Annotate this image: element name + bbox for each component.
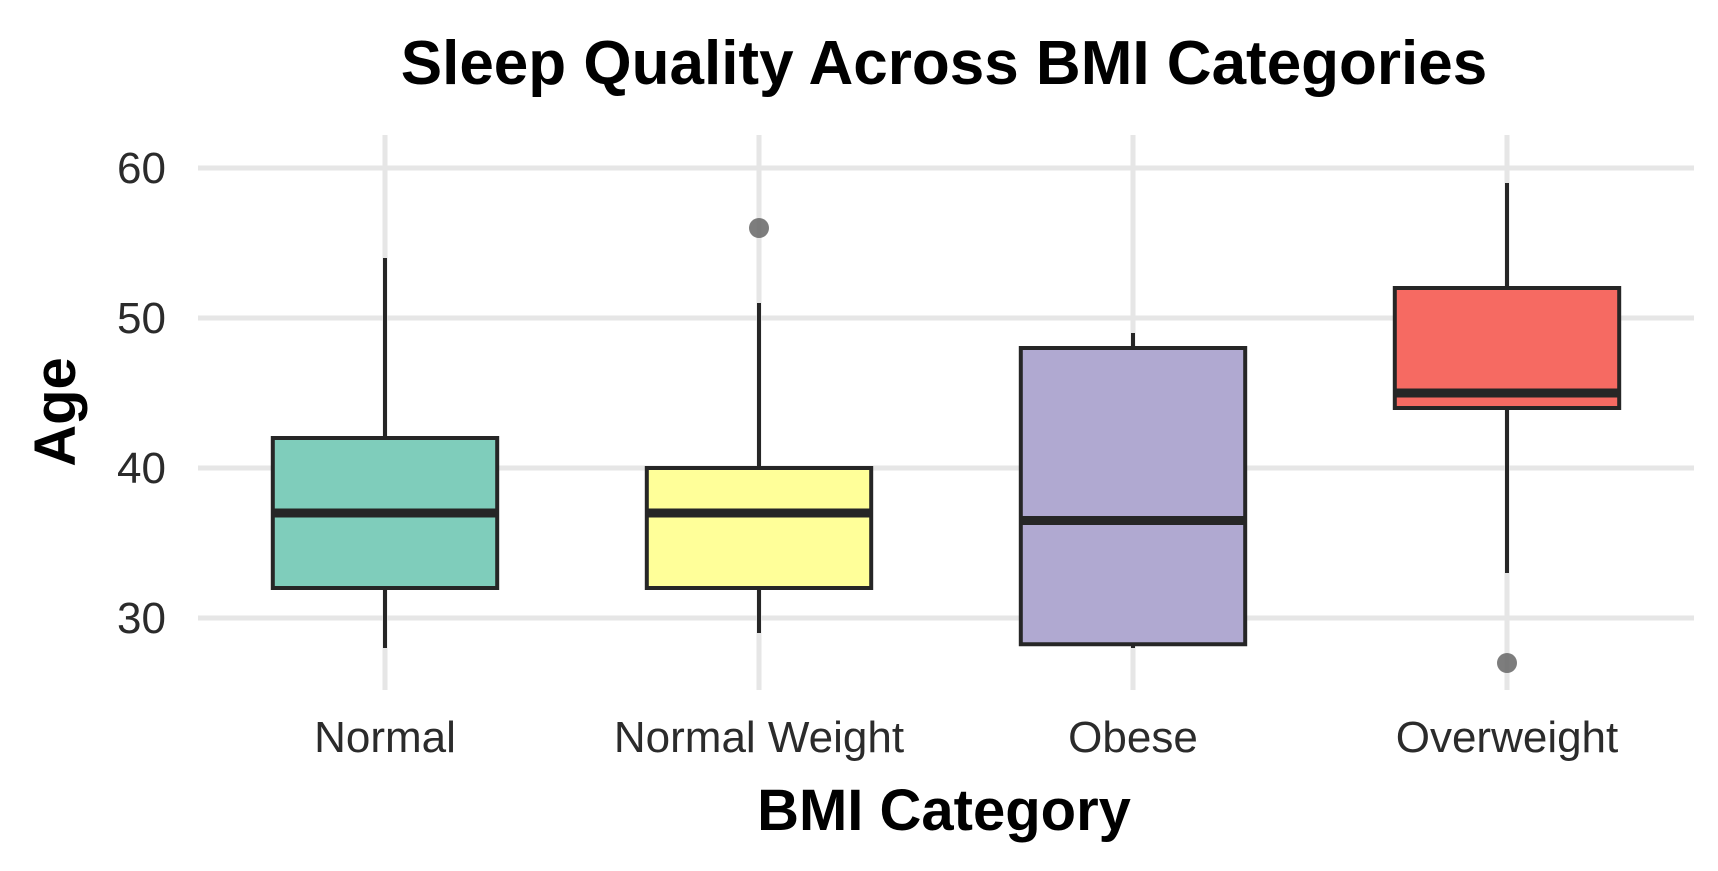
box-overweight [1392, 183, 1622, 673]
boxes [270, 183, 1622, 673]
box-body [1018, 346, 1248, 647]
x-tick-label: Obese [1068, 713, 1198, 762]
outlier-point [1497, 653, 1517, 673]
x-axis-ticks: Normal Normal Weight Obese Overweight [314, 713, 1618, 762]
grid-lines [198, 135, 1694, 690]
box-normal [270, 258, 500, 648]
y-tick-label: 40 [117, 444, 166, 493]
y-tick-label: 50 [117, 294, 166, 343]
y-axis-ticks: 30 40 50 60 [117, 144, 166, 643]
x-tick-label: Normal [314, 713, 456, 762]
x-tick-label: Normal Weight [614, 713, 904, 762]
box-body [644, 466, 874, 590]
box-body [1392, 286, 1622, 410]
x-axis-title: BMI Category [757, 778, 1131, 843]
box-normal-weight [644, 218, 874, 633]
y-axis-title: Age [23, 357, 88, 467]
chart-title: Sleep Quality Across BMI Categories [401, 29, 1487, 98]
y-tick-label: 60 [117, 144, 166, 193]
x-tick-label: Overweight [1396, 713, 1619, 762]
outlier-point [749, 218, 769, 238]
box-obese [1018, 333, 1248, 648]
y-tick-label: 30 [117, 594, 166, 643]
